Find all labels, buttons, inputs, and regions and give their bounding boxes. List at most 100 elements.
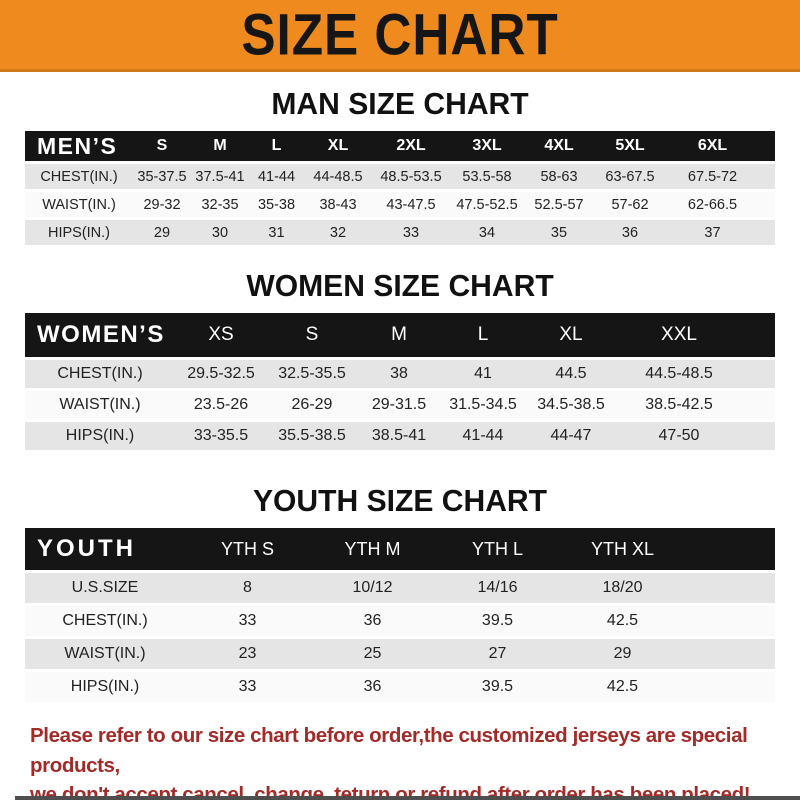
men-table-title: MEN’S xyxy=(25,131,133,161)
youth-table-title: YOUTH xyxy=(25,528,185,570)
spacer-cell xyxy=(741,391,775,419)
women-table-header-row: WOMEN’S XS S M L XL XXL xyxy=(25,313,775,357)
table-cell: 32.5-35.5 xyxy=(267,360,357,388)
men-section-heading: MAN SIZE CHART xyxy=(271,86,529,121)
row-label: HIPS(IN.) xyxy=(25,220,133,245)
column-header: L xyxy=(249,131,304,161)
table-cell: 10/12 xyxy=(310,573,435,603)
column-header: S xyxy=(133,131,191,161)
table-cell: 35 xyxy=(524,220,594,245)
table-cell: 25 xyxy=(310,639,435,669)
table-row: HIPS(IN.) 29 30 31 32 33 34 35 36 37 xyxy=(25,220,775,245)
table-cell: 47.5-52.5 xyxy=(450,192,524,217)
column-header: 3XL xyxy=(450,131,524,161)
table-cell: 32-35 xyxy=(191,192,249,217)
table-cell: 31.5-34.5 xyxy=(441,391,525,419)
youth-size-table: YOUTH YTH S YTH M YTH L YTH XL U.S.SIZE … xyxy=(25,525,775,705)
table-row: CHEST(IN.) 33 36 39.5 42.5 xyxy=(25,606,775,636)
spacer-cell xyxy=(759,220,775,245)
table-cell: 52.5-57 xyxy=(524,192,594,217)
table-cell: 44-47 xyxy=(525,422,617,450)
spacer-cell xyxy=(685,528,775,570)
table-cell: 29 xyxy=(560,639,685,669)
spacer-cell xyxy=(685,606,775,636)
row-label: CHEST(IN.) xyxy=(25,360,175,388)
table-cell: 23.5-26 xyxy=(175,391,267,419)
table-cell: 37.5-41 xyxy=(191,164,249,189)
table-cell: 33 xyxy=(185,606,310,636)
table-cell: 36 xyxy=(310,672,435,702)
section-men: MAN SIZE CHART MEN’S S M L XL 2XL 3XL 4X… xyxy=(0,86,800,248)
table-cell: 67.5-72 xyxy=(666,164,759,189)
table-cell: 47-50 xyxy=(617,422,741,450)
table-cell: 8 xyxy=(185,573,310,603)
column-header: 4XL xyxy=(524,131,594,161)
table-cell: 58-63 xyxy=(524,164,594,189)
table-cell: 29-32 xyxy=(133,192,191,217)
table-cell: 38 xyxy=(357,360,441,388)
page-title: SIZE CHART xyxy=(241,2,559,67)
table-cell: 26-29 xyxy=(267,391,357,419)
table-cell: 53.5-58 xyxy=(450,164,524,189)
table-cell: 36 xyxy=(594,220,666,245)
column-header: M xyxy=(357,313,441,357)
spacer-cell xyxy=(741,422,775,450)
spacer-cell xyxy=(685,672,775,702)
table-cell: 29.5-32.5 xyxy=(175,360,267,388)
table-cell: 38-43 xyxy=(304,192,372,217)
table-row: U.S.SIZE 8 10/12 14/16 18/20 xyxy=(25,573,775,603)
table-cell: 34 xyxy=(450,220,524,245)
column-header: XL xyxy=(304,131,372,161)
table-cell: 39.5 xyxy=(435,672,560,702)
column-header: L xyxy=(441,313,525,357)
table-cell: 32 xyxy=(304,220,372,245)
spacer-cell xyxy=(741,360,775,388)
column-header: M xyxy=(191,131,249,161)
table-cell: 62-66.5 xyxy=(666,192,759,217)
column-header: YTH M xyxy=(310,528,435,570)
table-cell: 36 xyxy=(310,606,435,636)
row-label: WAIST(IN.) xyxy=(25,192,133,217)
table-cell: 38.5-41 xyxy=(357,422,441,450)
table-cell: 41 xyxy=(441,360,525,388)
table-row: CHEST(IN.) 29.5-32.5 32.5-35.5 38 41 44.… xyxy=(25,360,775,388)
table-cell: 42.5 xyxy=(560,672,685,702)
table-row: CHEST(IN.) 35-37.5 37.5-41 41-44 44-48.5… xyxy=(25,164,775,189)
table-cell: 44.5-48.5 xyxy=(617,360,741,388)
banner: SIZE CHART xyxy=(0,0,800,72)
table-cell: 18/20 xyxy=(560,573,685,603)
table-cell: 48.5-53.5 xyxy=(372,164,450,189)
table-cell: 31 xyxy=(249,220,304,245)
men-size-table: MEN’S S M L XL 2XL 3XL 4XL 5XL 6XL CHEST… xyxy=(25,128,775,248)
table-cell: 27 xyxy=(435,639,560,669)
spacer-cell xyxy=(685,639,775,669)
table-cell: 33-35.5 xyxy=(175,422,267,450)
table-row: WAIST(IN.) 29-32 32-35 35-38 38-43 43-47… xyxy=(25,192,775,217)
table-cell: 42.5 xyxy=(560,606,685,636)
women-section-heading: WOMEN SIZE CHART xyxy=(246,268,554,303)
spacer-cell xyxy=(759,164,775,189)
column-header: S xyxy=(267,313,357,357)
table-cell: 37 xyxy=(666,220,759,245)
table-cell: 29-31.5 xyxy=(357,391,441,419)
column-header: 5XL xyxy=(594,131,666,161)
table-row: WAIST(IN.) 23 25 27 29 xyxy=(25,639,775,669)
column-header: YTH XL xyxy=(560,528,685,570)
youth-section-heading: YOUTH SIZE CHART xyxy=(252,483,548,518)
spacer-cell xyxy=(741,313,775,357)
row-label: U.S.SIZE xyxy=(25,573,185,603)
table-cell: 44-48.5 xyxy=(304,164,372,189)
table-cell: 35.5-38.5 xyxy=(267,422,357,450)
table-row: HIPS(IN.) 33-35.5 35.5-38.5 38.5-41 41-4… xyxy=(25,422,775,450)
row-label: CHEST(IN.) xyxy=(25,164,133,189)
row-label: WAIST(IN.) xyxy=(25,391,175,419)
men-table-header-row: MEN’S S M L XL 2XL 3XL 4XL 5XL 6XL xyxy=(25,131,775,161)
table-cell: 34.5-38.5 xyxy=(525,391,617,419)
column-header: XL xyxy=(525,313,617,357)
row-label: WAIST(IN.) xyxy=(25,639,185,669)
section-youth: YOUTH SIZE CHART YOUTH YTH S YTH M YTH L… xyxy=(0,483,800,705)
column-header: YTH S xyxy=(185,528,310,570)
table-cell: 35-37.5 xyxy=(133,164,191,189)
disclaimer-line-1: Please refer to our size chart before or… xyxy=(30,724,748,777)
row-label: CHEST(IN.) xyxy=(25,606,185,636)
